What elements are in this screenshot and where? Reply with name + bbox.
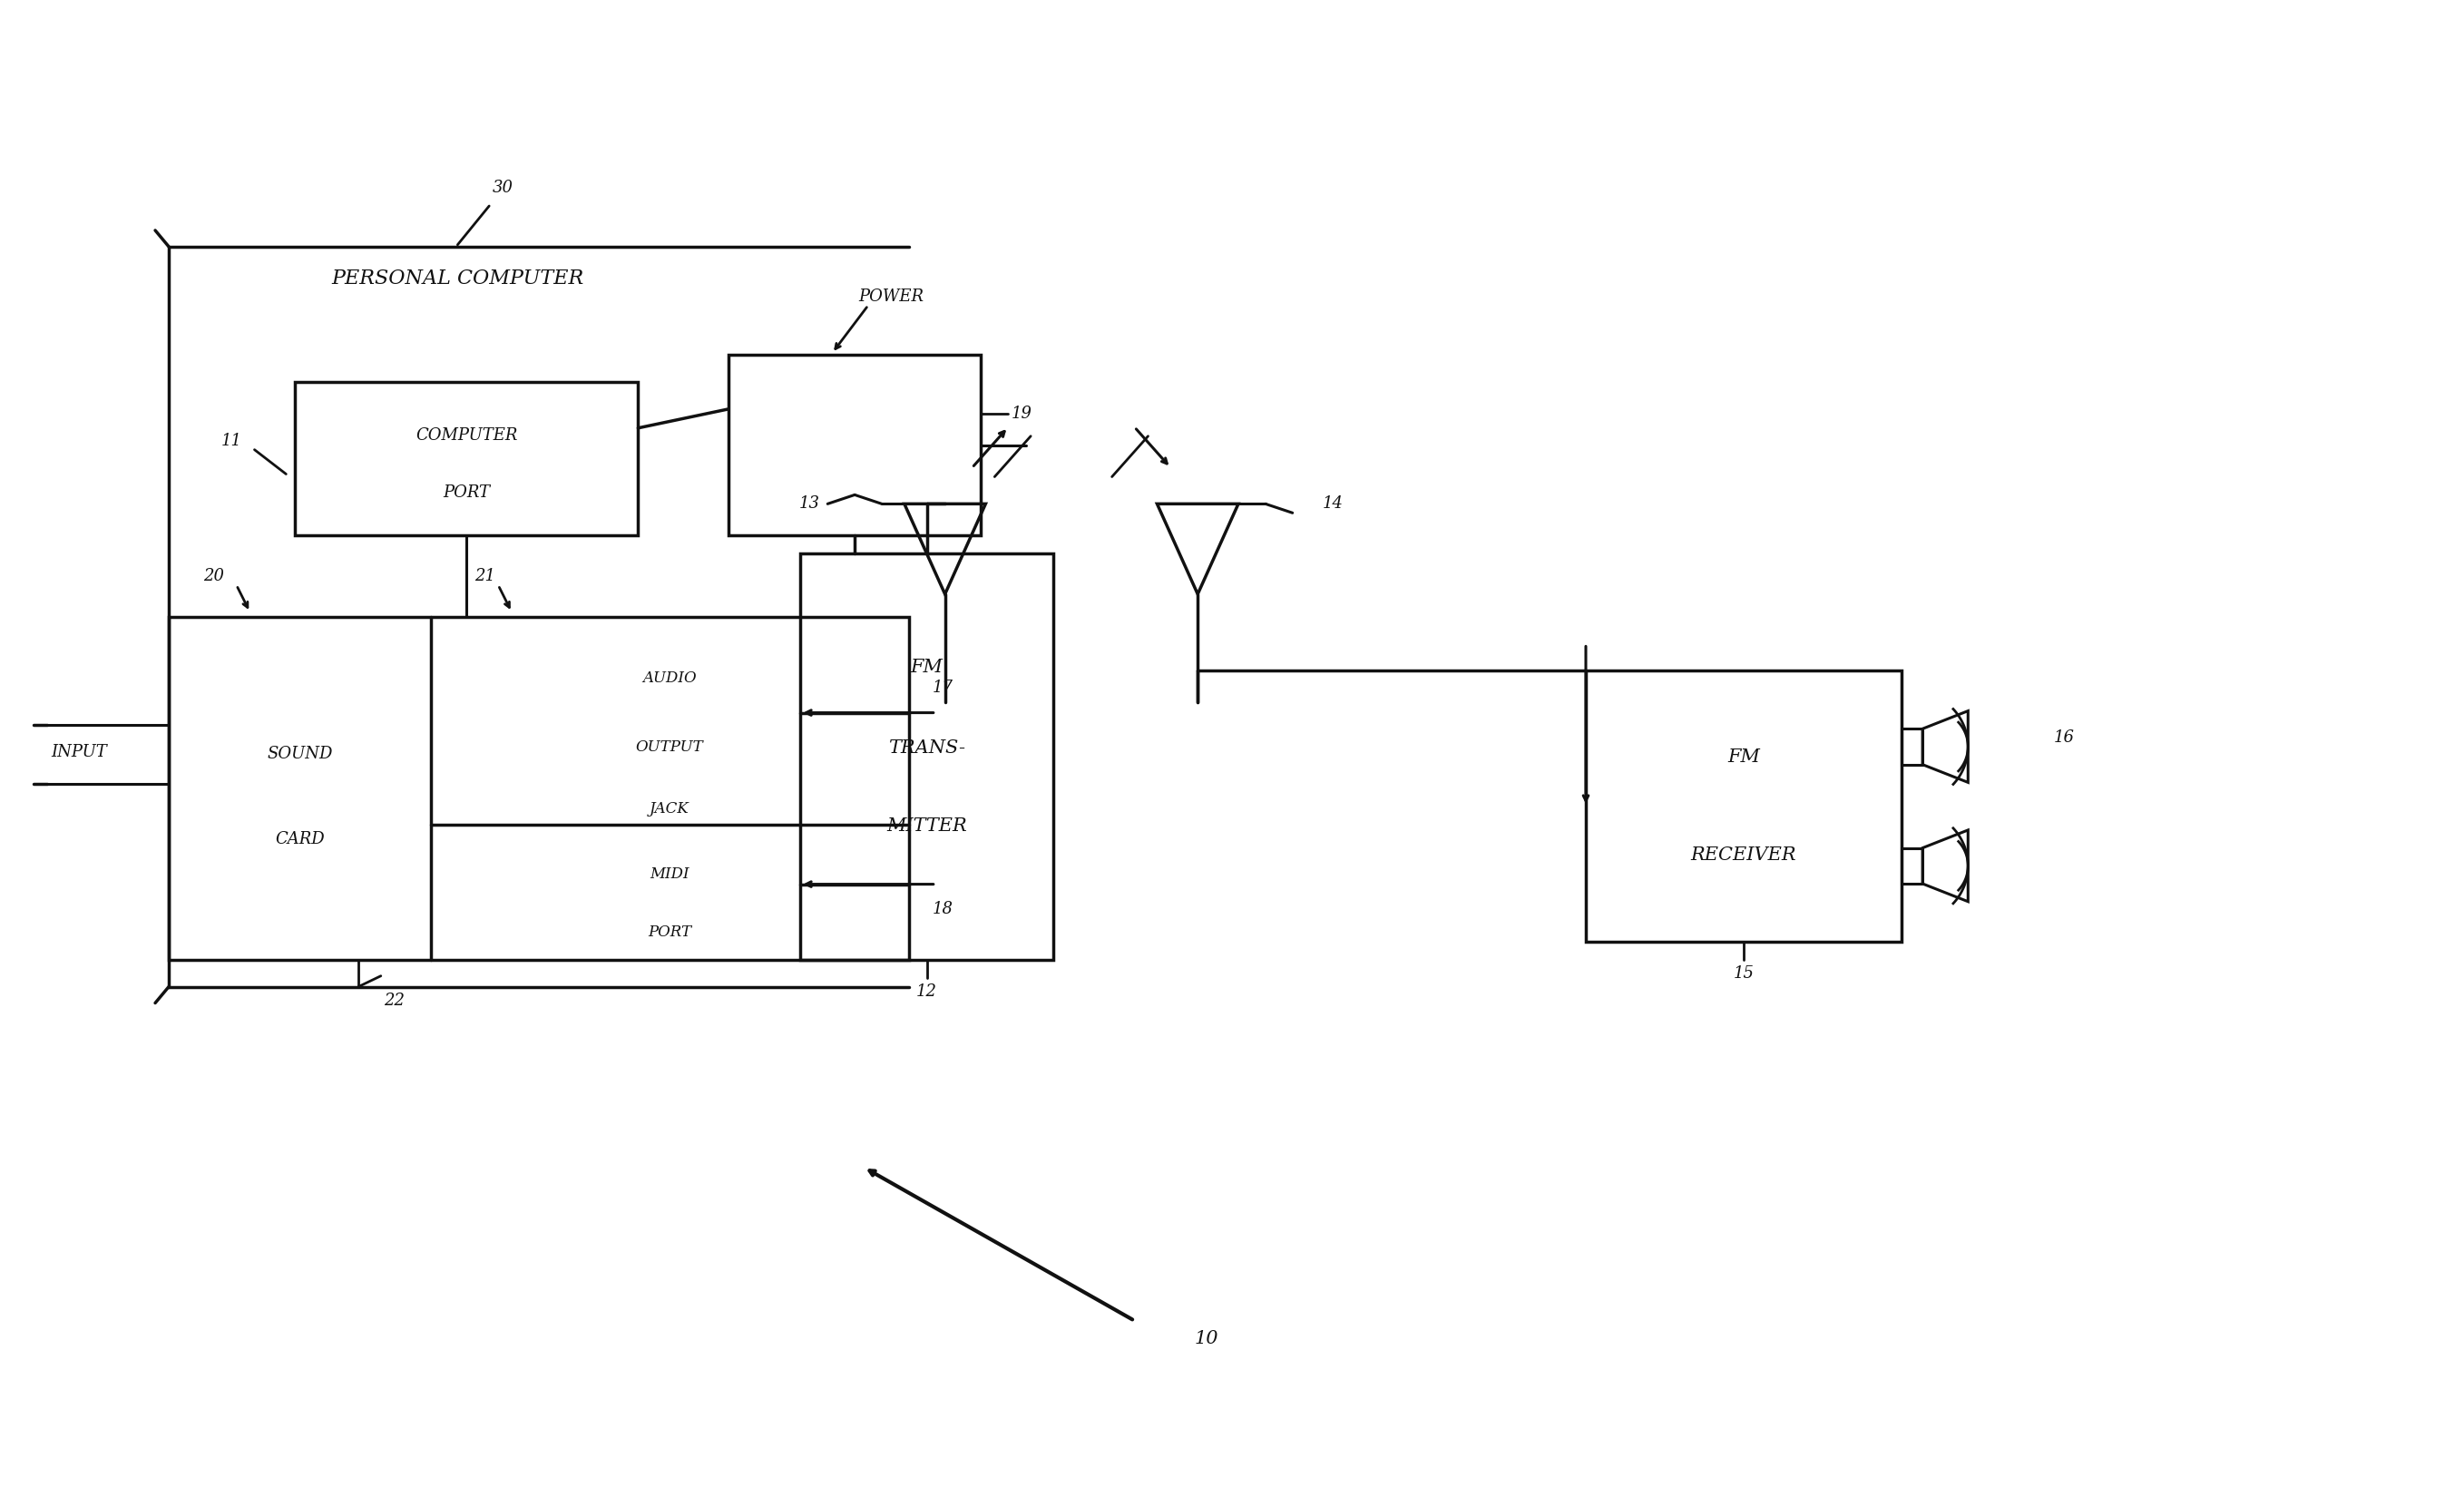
Text: TRANS-: TRANS- — [890, 741, 966, 757]
Text: PORT: PORT — [648, 925, 692, 940]
Text: 30: 30 — [493, 180, 513, 196]
Bar — [729, 355, 981, 535]
Text: 22: 22 — [384, 992, 404, 1008]
Text: PORT: PORT — [444, 485, 490, 501]
Text: RECEIVER: RECEIVER — [1690, 846, 1796, 864]
Text: MIDI: MIDI — [650, 867, 690, 882]
Text: AUDIO: AUDIO — [643, 671, 697, 686]
Text: JACK: JACK — [650, 801, 690, 816]
Text: FM: FM — [912, 659, 944, 677]
Text: 16: 16 — [2055, 730, 2075, 746]
Text: POWER: POWER — [857, 288, 924, 305]
Text: OUTPUT: OUTPUT — [636, 739, 705, 755]
Text: 14: 14 — [1323, 495, 1343, 512]
Bar — [1902, 848, 1922, 883]
Text: 21: 21 — [473, 568, 495, 584]
Text: 20: 20 — [205, 568, 224, 584]
Text: 19: 19 — [1010, 406, 1032, 422]
Bar — [801, 553, 1052, 959]
Text: FM: FM — [1727, 749, 1759, 766]
Text: 13: 13 — [798, 495, 821, 512]
Text: 18: 18 — [934, 901, 954, 917]
Text: 12: 12 — [917, 983, 936, 999]
Text: PERSONAL COMPUTER: PERSONAL COMPUTER — [330, 268, 584, 288]
Text: SOUND: SOUND — [266, 745, 333, 761]
Text: 15: 15 — [1732, 965, 1754, 981]
Text: COMPUTER: COMPUTER — [416, 428, 517, 443]
Bar — [296, 382, 638, 535]
Bar — [1902, 729, 1922, 764]
Text: 10: 10 — [1195, 1331, 1220, 1347]
Text: 17: 17 — [934, 680, 954, 696]
Bar — [1587, 671, 1902, 941]
Text: CARD: CARD — [276, 831, 325, 848]
Bar — [168, 617, 909, 959]
Text: MITTER: MITTER — [887, 816, 968, 834]
Text: 11: 11 — [222, 433, 241, 449]
Text: INPUT: INPUT — [52, 744, 108, 760]
